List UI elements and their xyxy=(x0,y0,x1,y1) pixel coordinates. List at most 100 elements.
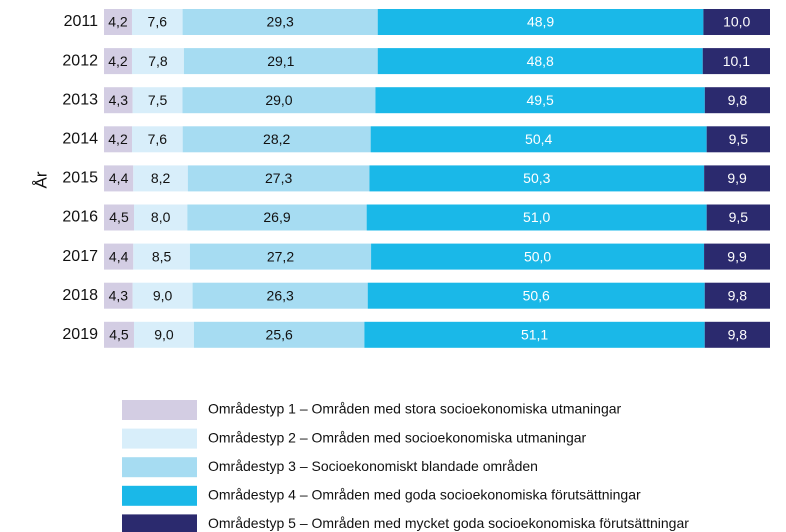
bar-segment xyxy=(182,87,376,114)
data-label: 26,3 xyxy=(267,287,294,303)
data-label: 50,4 xyxy=(525,131,552,147)
bar-segment xyxy=(131,9,183,35)
data-label: 7,8 xyxy=(148,53,168,69)
y-tick-label: 2017 xyxy=(62,248,98,265)
data-label: 29,0 xyxy=(265,92,292,108)
data-label: 51,1 xyxy=(521,327,548,343)
bar-segment xyxy=(134,204,188,231)
bar-segment xyxy=(104,321,134,348)
data-label: 10,0 xyxy=(723,14,750,30)
data-label: 9,0 xyxy=(154,327,174,343)
legend-swatch xyxy=(122,400,197,420)
bar-segment xyxy=(182,9,378,35)
bar-segment xyxy=(104,9,132,35)
bar-segment xyxy=(104,48,132,75)
data-label: 25,6 xyxy=(266,327,293,343)
bar-segment xyxy=(131,48,184,75)
bar-segment xyxy=(375,87,705,114)
data-label: 27,2 xyxy=(267,248,294,264)
data-label: 49,5 xyxy=(527,92,554,108)
bar-segment xyxy=(192,282,368,309)
data-label: 48,9 xyxy=(527,14,554,30)
bar-segment xyxy=(104,204,134,231)
data-label: 50,0 xyxy=(524,248,551,264)
data-label: 9,8 xyxy=(728,92,748,108)
data-label: 9,8 xyxy=(728,287,748,303)
bar-segment xyxy=(187,165,370,192)
bar-segment xyxy=(187,204,367,231)
data-label: 29,1 xyxy=(267,53,294,69)
data-label: 29,3 xyxy=(267,14,294,30)
data-label: 8,2 xyxy=(151,170,171,186)
bar-segment xyxy=(133,243,190,270)
legend-label: Områdestyp 1 – Områden med stora socioek… xyxy=(208,401,622,417)
data-label: 9,5 xyxy=(729,131,749,147)
data-label: 9,8 xyxy=(728,327,748,343)
y-tick-label: 2015 xyxy=(62,170,98,187)
bar-segment xyxy=(104,87,133,114)
data-label: 4,3 xyxy=(109,92,129,108)
bar-segment xyxy=(366,204,707,231)
legend-label: Områdestyp 2 – Områden med socioekonomis… xyxy=(208,429,587,445)
bar-segment xyxy=(377,9,704,35)
bar-segment xyxy=(706,126,770,153)
bar-segment xyxy=(182,126,371,153)
bar-segment xyxy=(104,165,134,192)
data-label: 4,2 xyxy=(108,131,128,147)
bar-segment xyxy=(104,243,134,270)
bar-segment xyxy=(704,165,770,192)
bar-segment xyxy=(369,165,705,192)
y-tick-label: 2012 xyxy=(62,52,98,69)
bar-segment xyxy=(704,321,770,348)
legend-label: Områdestyp 5 – Områden med mycket goda s… xyxy=(208,515,689,531)
legend-swatch xyxy=(122,457,197,478)
bar-segment xyxy=(370,126,707,153)
bar-segment xyxy=(371,243,705,270)
data-label: 4,2 xyxy=(108,53,128,69)
data-label: 10,1 xyxy=(723,53,750,69)
data-label: 4,5 xyxy=(109,327,129,343)
data-label: 7,5 xyxy=(148,92,168,108)
legend-label: Områdestyp 4 – Områden med goda socioeko… xyxy=(208,487,641,503)
data-label: 9,5 xyxy=(729,209,749,225)
bar-segment xyxy=(104,126,132,153)
data-label: 48,8 xyxy=(527,53,554,69)
bar-segment xyxy=(704,243,770,270)
legend-label: Områdestyp 3 – Socioekonomiskt blandade … xyxy=(208,458,538,474)
data-label: 27,3 xyxy=(265,170,292,186)
data-label: 4,4 xyxy=(109,248,129,264)
data-label: 26,9 xyxy=(263,209,290,225)
bar-segment xyxy=(133,321,194,348)
data-label: 28,2 xyxy=(263,131,290,147)
bar-segment xyxy=(377,48,703,75)
data-label: 50,3 xyxy=(523,170,550,186)
data-label: 9,9 xyxy=(727,170,747,186)
bar-segment xyxy=(133,165,188,192)
y-axis-label: År xyxy=(31,171,50,188)
data-label: 51,0 xyxy=(523,209,550,225)
bar-segment xyxy=(706,204,770,231)
data-label: 4,5 xyxy=(109,209,129,225)
data-label: 4,3 xyxy=(109,287,129,303)
bar-segment xyxy=(703,9,770,35)
legend-swatch xyxy=(122,514,197,532)
bar-segment xyxy=(132,282,193,309)
bar-segment xyxy=(132,87,183,114)
data-label: 7,6 xyxy=(148,131,168,147)
data-label: 4,4 xyxy=(109,170,129,186)
bar-segment xyxy=(704,282,770,309)
y-tick-label: 2016 xyxy=(62,209,98,226)
data-label: 8,5 xyxy=(152,248,172,264)
bar-segment xyxy=(193,321,365,348)
legend-swatch xyxy=(122,428,197,449)
bar-segment xyxy=(189,243,372,270)
y-tick-label: 2011 xyxy=(64,13,99,30)
bar-segment xyxy=(183,48,378,75)
bar-segment xyxy=(132,126,183,153)
y-tick-label: 2019 xyxy=(62,326,98,343)
legend-swatch xyxy=(122,485,197,506)
bar-segment xyxy=(364,321,705,348)
data-label: 9,9 xyxy=(727,248,747,264)
bar-segment xyxy=(702,48,770,75)
